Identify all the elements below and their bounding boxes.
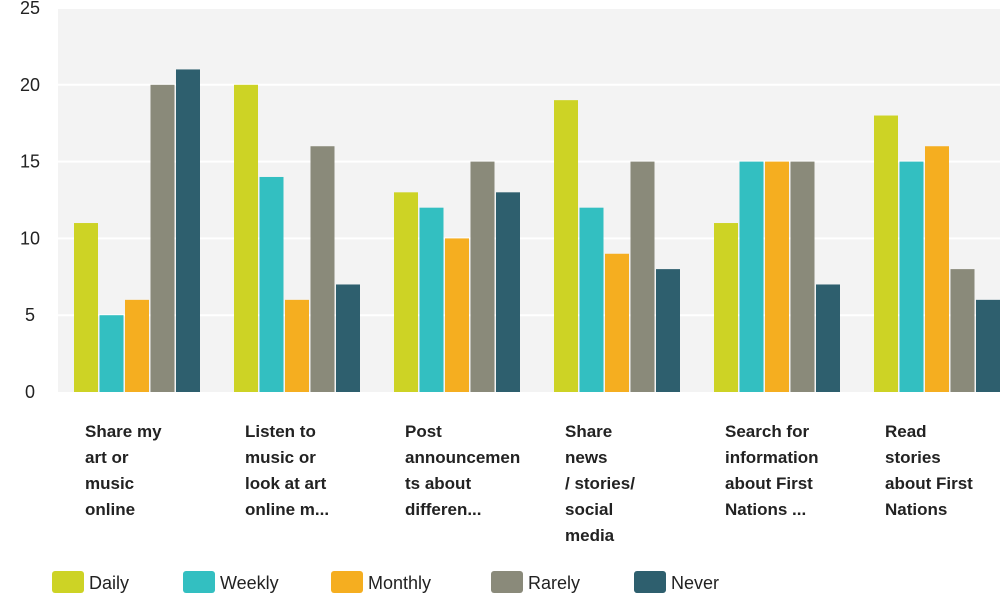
y-tick-label: 20 xyxy=(20,75,40,95)
bar-rarely[interactable] xyxy=(950,269,975,392)
legend-label-monthly: Monthly xyxy=(368,573,431,593)
bar-weekly[interactable] xyxy=(579,207,604,392)
legend-swatch-monthly xyxy=(331,571,363,593)
bar-monthly[interactable] xyxy=(445,238,469,392)
legend-swatch-rarely xyxy=(491,571,523,593)
bar-never[interactable] xyxy=(336,284,360,392)
y-tick-label: 5 xyxy=(25,305,35,325)
bar-never[interactable] xyxy=(816,284,840,392)
bar-never[interactable] xyxy=(656,269,680,392)
bar-daily[interactable] xyxy=(74,223,98,392)
bar-rarely[interactable] xyxy=(150,84,175,393)
category-label: Search for information about First Nations … xyxy=(725,422,819,519)
bar-weekly[interactable] xyxy=(419,207,444,392)
bar-rarely[interactable] xyxy=(790,161,815,392)
category-label: Listen to music or look at art online m... xyxy=(245,422,329,519)
legend-swatch-never xyxy=(634,571,666,593)
bar-rarely[interactable] xyxy=(630,161,655,392)
bar-monthly[interactable] xyxy=(765,161,789,392)
legend-swatch-weekly xyxy=(183,571,215,593)
category-label: Share news / stories/social media xyxy=(565,422,635,545)
category-label: Read stories about First Nations xyxy=(885,422,973,519)
bar-monthly[interactable] xyxy=(605,253,629,392)
category-label: Post announcemen ts about differen... xyxy=(405,422,520,519)
y-tick-label: 0 xyxy=(25,382,35,402)
legend-label-weekly: Weekly xyxy=(220,573,279,593)
legend-swatch-daily xyxy=(52,571,84,593)
bar-daily[interactable] xyxy=(714,223,738,392)
category-label: Share my art or music online xyxy=(85,422,162,519)
bar-never[interactable] xyxy=(976,299,1000,392)
bar-weekly[interactable] xyxy=(259,176,284,392)
bar-daily[interactable] xyxy=(234,84,258,393)
bar-daily[interactable] xyxy=(874,115,898,393)
bar-never[interactable] xyxy=(176,69,200,392)
y-tick-label: 10 xyxy=(20,228,40,248)
bar-rarely[interactable] xyxy=(310,146,335,392)
bar-never[interactable] xyxy=(496,192,520,392)
legend-label-daily: Daily xyxy=(89,573,129,593)
bar-monthly[interactable] xyxy=(925,146,949,392)
bar-daily[interactable] xyxy=(554,100,578,392)
y-tick-label: 15 xyxy=(20,152,40,172)
bar-daily[interactable] xyxy=(394,192,418,392)
plot-area-background xyxy=(58,8,1000,392)
y-tick-label: 25 xyxy=(20,0,40,18)
bar-weekly[interactable] xyxy=(899,161,924,392)
bar-rarely[interactable] xyxy=(470,161,495,392)
bar-monthly[interactable] xyxy=(285,299,309,392)
legend-label-never: Never xyxy=(671,573,719,593)
bar-weekly[interactable] xyxy=(99,315,124,392)
legend-label-rarely: Rarely xyxy=(528,573,580,593)
bar-weekly[interactable] xyxy=(739,161,764,392)
bar-monthly[interactable] xyxy=(125,299,149,392)
